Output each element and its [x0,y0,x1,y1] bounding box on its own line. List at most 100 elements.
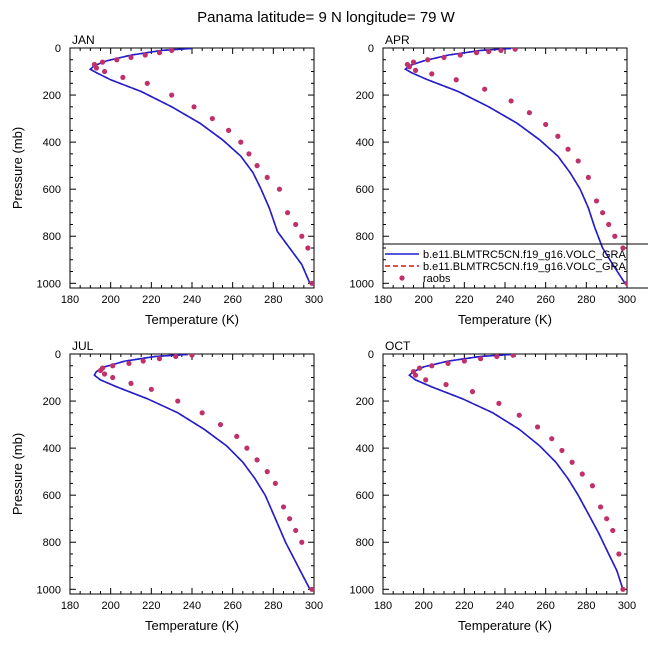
raobs-point [441,54,447,61]
x-tick-label: 200 [101,294,119,306]
raobs-point [453,77,459,83]
raobs-point [128,54,134,61]
raobs-point [120,74,126,81]
x-tick-label: 200 [414,600,432,612]
raobs-point [406,64,413,70]
legend-label: b.e11.BLMTRC5CN.f19_g16.VOLC_GRA [423,249,626,261]
raobs-point [254,457,260,463]
y-tick-label: 1000 [350,278,374,290]
raobs-point [140,358,146,364]
raobs-point [128,380,134,387]
series-line-dashed [93,354,311,590]
raobs-point [498,48,504,53]
raobs-point [287,516,293,522]
raobs-point [144,80,150,86]
raobs-point [412,372,419,378]
panel-label: APR [385,33,410,47]
raobs-point [293,527,299,534]
raobs-point [423,377,429,383]
x-tick-label: 260 [536,600,554,612]
panel-jan: 180 200 220 240 260 280 300 0 200 400 600 800 1000 JA… [10,33,323,327]
x-tick-label: 260 [223,600,241,612]
raobs-point [457,52,463,58]
x-tick-label: 300 [305,294,323,306]
x-axis-label: Temperature (K) [458,312,552,327]
raobs-point [620,245,626,251]
raobs-point [246,151,252,157]
x-tick-label: 240 [496,600,514,612]
plot-area [408,354,626,592]
raobs-point [597,504,604,510]
y-tick-label: 800 [356,231,374,243]
raobs-point [209,115,215,122]
x-tick-label: 280 [264,600,282,612]
raobs-point [199,410,205,416]
raobs-point [469,389,476,395]
plot-area [93,354,314,592]
raobs-point [624,280,627,286]
y-tick-label: 800 [43,231,61,243]
raobs-point [309,280,314,286]
raobs-point [508,98,514,104]
raobs-point [169,92,175,98]
x-tick-label: 260 [223,294,241,306]
raobs-point [142,52,148,58]
raobs-point [299,539,305,545]
raobs-point [579,471,585,477]
raobs-point [93,65,100,71]
legend-swatch-dot [399,275,405,281]
y-axis-label: Pressure (mb) [10,127,25,209]
x-tick-label: 220 [142,600,160,612]
x-axis-label: Temperature (K) [145,618,239,633]
panel-label: JUL [72,339,94,353]
raobs-point [217,421,224,428]
x-tick-label: 280 [264,294,282,306]
series-line-solid [404,48,626,284]
raobs-point [417,365,423,371]
raobs-point [425,57,431,63]
raobs-point [429,71,435,77]
raobs-point [555,133,561,139]
y-tick-label: 400 [43,137,61,149]
x-tick-label: 180 [374,600,392,612]
x-tick-label: 180 [61,294,79,306]
raobs-point [101,68,108,75]
raobs-point [410,59,417,65]
x-tick-label: 300 [618,294,636,306]
y-tick-label: 200 [356,396,374,408]
plot-area [404,48,627,286]
raobs-point [494,354,500,359]
raobs-point [254,163,260,169]
raobs-point [226,127,232,133]
raobs-point [173,354,179,359]
legend-label: b.e11.BLMTRC5CN.f19_g16.VOLC_GRA [423,261,626,273]
panels: 180 200 220 240 260 280 300 0 200 400 600 800 1000 JA… [10,33,636,633]
raobs-point [604,516,610,522]
x-tick-label: 220 [142,294,160,306]
raobs-point [169,48,175,53]
raobs-point [191,104,197,110]
raobs-point [526,110,533,116]
raobs-point [575,158,581,164]
raobs-point [510,354,516,358]
raobs-point [110,374,116,381]
panel-label: JAN [72,33,95,47]
y-tick-label: 1000 [350,584,374,596]
raobs-point [543,121,549,128]
raobs-point [461,358,467,364]
raobs-point [589,483,596,489]
raobs-point [175,398,181,404]
x-tick-label: 180 [61,600,79,612]
raobs-point [110,363,116,369]
series-line-solid [408,354,624,590]
series-line-dashed [408,354,624,590]
panel-oct: 180 200 220 240 260 280 300 0 200 400 600 800 1000 OC… [350,339,637,633]
raobs-point [126,360,132,367]
raobs-point [443,381,449,388]
y-tick-label: 400 [356,443,374,455]
raobs-point [486,48,492,55]
raobs-point [516,412,522,418]
x-tick-label: 240 [496,294,514,306]
raobs-point [156,50,163,56]
